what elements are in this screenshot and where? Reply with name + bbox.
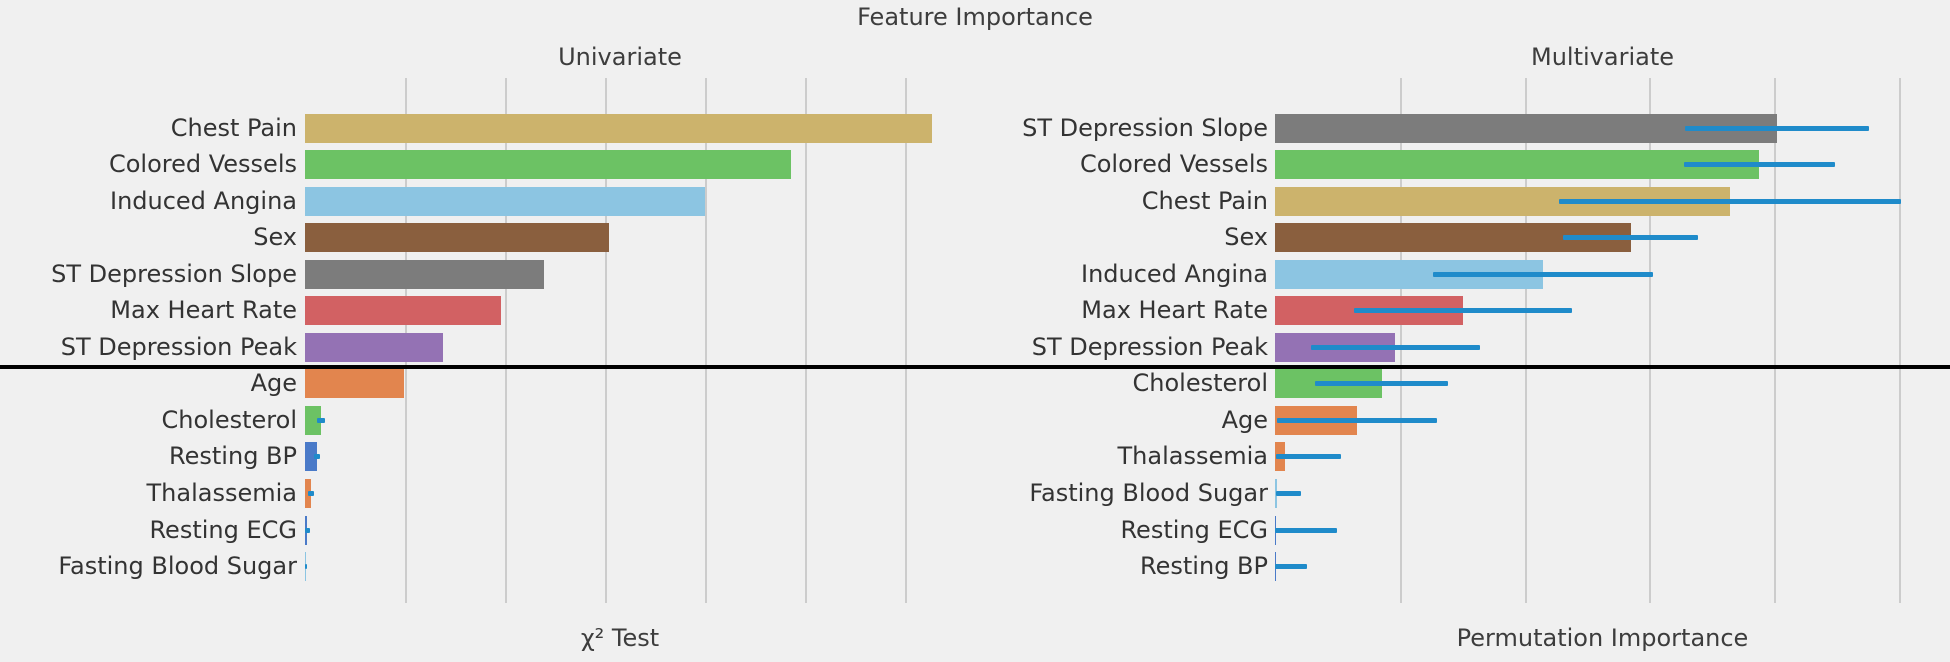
error-bar-resting-bp [313,454,321,460]
category-label-thalassemia: Thalassemia [1117,442,1268,471]
bar-sex [305,223,609,253]
error-bar-resting-ecg [305,527,310,533]
x-gridline [1898,78,1901,603]
error-bar-resting-ecg [1275,527,1338,533]
category-label-sex: Sex [1224,223,1268,252]
x-gridline [705,78,707,603]
category-label-st-depression-slope: ST Depression Slope [51,259,297,288]
bar-induced-angina [305,186,705,216]
multivariate-xlabel: Permutation Importance [1456,624,1749,652]
error-bar-sex [1563,235,1698,241]
category-label-resting-bp: Resting BP [169,442,297,471]
bar-st-depression-slope [305,259,544,289]
error-bar-cholesterol [1314,381,1449,387]
multivariate-category-labels: ST Depression Slope Colored Vessels Chest … [960,78,1268,603]
category-label-st-depression-peak: ST Depression Peak [60,332,297,361]
error-bar-resting-bp [1275,564,1308,570]
category-label-chest-pain: Chest Pain [170,113,297,142]
error-bar-st-depression-peak [1311,344,1480,350]
error-bar-age [1277,417,1438,423]
category-label-thalassemia: Thalassemia [146,479,297,507]
error-bar-chest-pain [1559,198,1902,204]
category-label-induced-angina: Induced Angina [1080,259,1268,288]
bar-colored-vessels [305,150,791,180]
category-label-cholesterol: Cholesterol [1132,369,1268,398]
category-label-resting-bp: Resting BP [1140,552,1268,581]
category-label-cholesterol: Cholesterol [161,405,297,434]
bar-resting-bp [305,442,317,472]
bar-age [305,369,404,399]
category-label-chest-pain: Chest Pain [1141,186,1268,215]
bar-max-heart-rate [305,296,501,326]
figure-title: Feature Importance [857,3,1093,31]
univariate-xlabel: χ² Test [580,624,660,652]
category-label-max-heart-rate: Max Heart Rate [1081,296,1268,325]
category-label-induced-angina: Induced Angina [109,186,297,215]
x-gridline [1524,78,1527,603]
x-gridline [605,78,607,603]
bar-chest-pain [305,113,932,143]
univariate-plot-area [305,78,935,603]
multivariate-plot-area [1275,78,1930,603]
category-label-colored-vessels: Colored Vessels [108,150,297,179]
x-gridline [1399,78,1402,603]
x-gridline [805,78,807,603]
error-bar-thalassemia [1276,454,1342,460]
bar-cholesterol [305,405,321,435]
category-label-fasting-blood-sugar: Fasting Blood Sugar [58,552,297,581]
category-label-age: Age [1221,405,1268,434]
x-gridline [1649,78,1652,603]
multivariate-title: Multivariate [1531,43,1674,71]
category-label-resting-ecg: Resting ECG [149,515,297,544]
error-bar-st-depression-slope [1685,125,1869,131]
x-gridline [505,78,507,603]
error-bar-colored-vessels [1684,162,1836,168]
category-label-sex: Sex [253,223,297,252]
category-label-max-heart-rate: Max Heart Rate [110,296,297,325]
univariate-category-labels: Chest Pain Colored Vessels Induced Angina S… [0,78,297,603]
error-bar-cholesterol [317,417,325,423]
x-gridline [905,78,907,603]
category-label-st-depression-peak: ST Depression Peak [1031,332,1268,361]
category-label-st-depression-slope: ST Depression Slope [1022,113,1268,142]
feature-group-separator-line [0,365,1950,369]
error-bar-max-heart-rate [1353,308,1572,314]
univariate-title: Univariate [558,43,682,71]
bar-st-depression-peak [305,332,443,362]
bar-colored-vessels [1275,150,1760,180]
error-bar-fasting-blood-sugar [305,564,308,570]
category-label-fasting-blood-sugar: Fasting Blood Sugar [1029,479,1268,507]
error-bar-induced-angina [1433,271,1654,277]
category-label-resting-ecg: Resting ECG [1120,515,1268,544]
category-label-age: Age [250,369,297,398]
category-label-colored-vessels: Colored Vessels [1079,150,1268,179]
x-gridline [1774,78,1777,603]
error-bar-thalassemia [307,491,314,496]
error-bar-fasting-blood-sugar [1276,491,1302,496]
